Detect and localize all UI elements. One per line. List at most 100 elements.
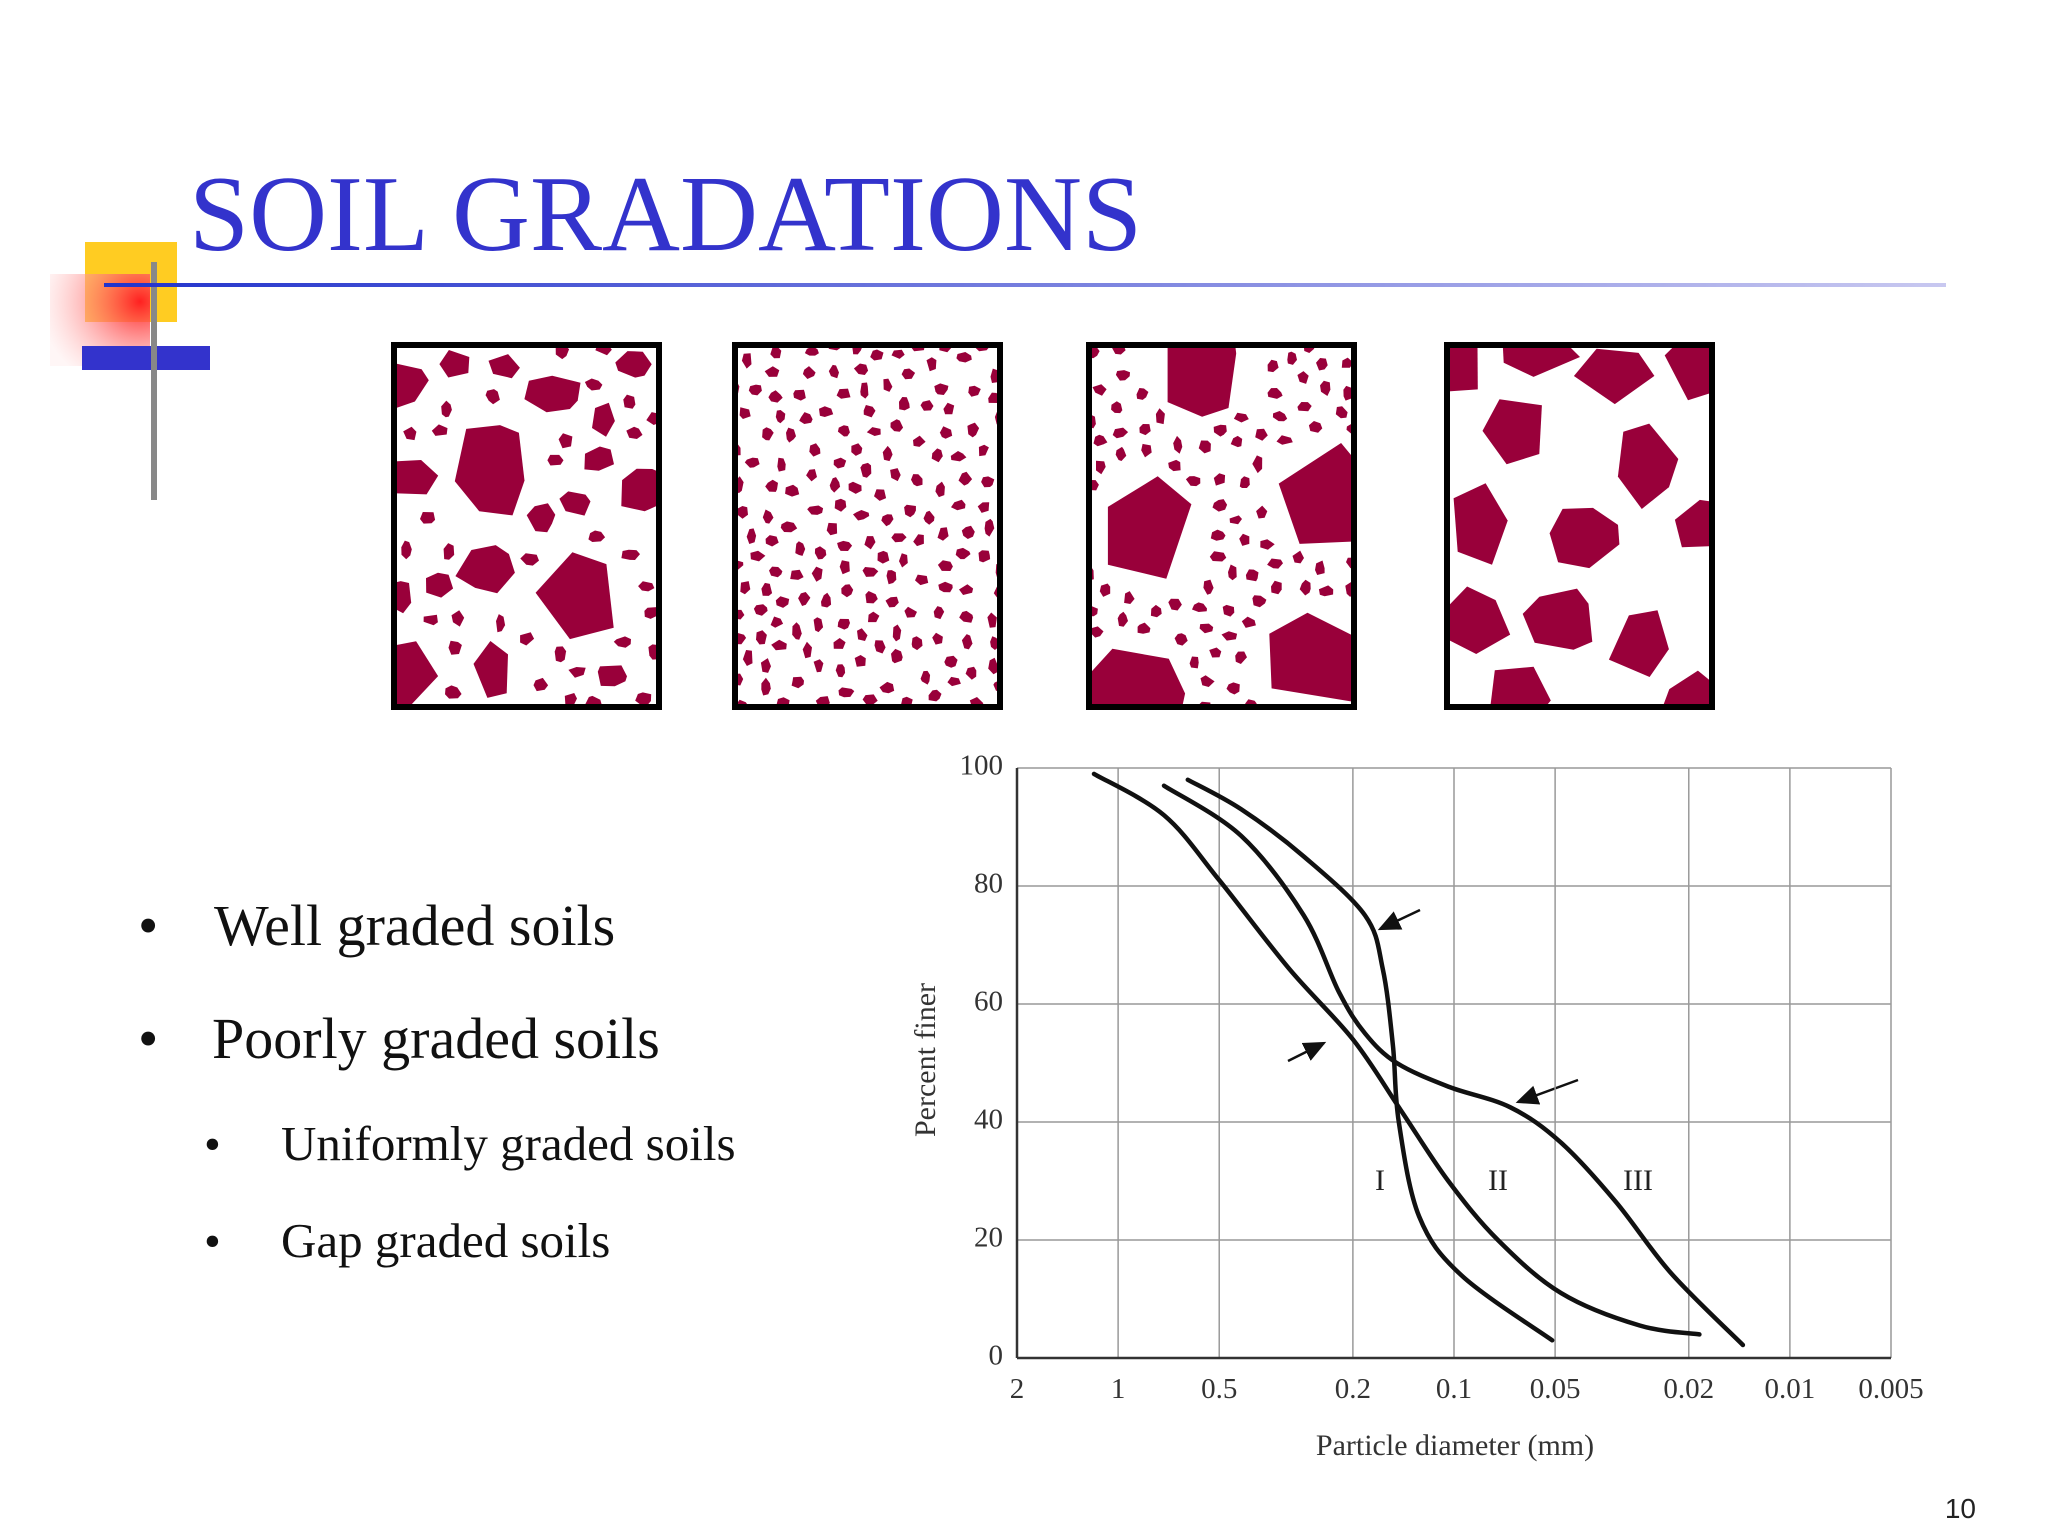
soil-particle [1617,423,1679,509]
soil-particle [968,385,981,397]
x-tick-label: 0.1 [1436,1373,1472,1405]
soil-particle [988,657,998,675]
soil-particle [1226,682,1240,695]
soil-particle [977,502,990,513]
soil-particle [932,632,943,645]
soil-particle [848,481,862,494]
soil-particle [1573,348,1655,405]
slide-title: SOIL GRADATIONS [189,155,1142,274]
soil-particle [445,685,462,699]
y-tick-label: 20 [974,1222,1003,1254]
soil-particle [837,425,850,437]
soil-particle [423,614,438,626]
soil-particle [770,616,784,628]
soil-particle [901,368,916,380]
soil-particle [937,527,949,541]
soil-particle [394,363,429,409]
soil-bg [394,345,659,707]
soil-particle [1228,564,1237,581]
soil-particle [939,426,953,439]
soil-particle [799,412,813,424]
soil-particle [431,424,448,436]
soil-particle [1278,443,1354,544]
soil-particle [967,422,980,438]
soil-particle [1490,666,1551,707]
soil-particle [807,505,824,515]
soil-particle [1318,585,1334,597]
soil-particle [394,641,439,707]
soil-particle [768,390,783,403]
soil-particle [1230,435,1243,448]
soil-sample [1447,345,1712,707]
soil-particle [746,528,757,544]
soil-particle [761,677,771,696]
soil-particle [1174,633,1188,646]
soil-particle [1549,507,1620,569]
soil-particle [1245,569,1259,582]
soil-particle [555,345,570,360]
bullet-dot: • [204,1215,221,1268]
soil-particle [833,638,846,649]
soil-particle [1229,515,1242,525]
soil-particle [748,384,762,396]
soil-particle [597,665,627,687]
soil-particle [568,667,586,678]
soil-particle [1272,411,1288,422]
soil-particle [965,666,977,680]
soil-particle [520,632,535,646]
soil-particle [955,547,971,560]
arrow [1515,1078,1579,1105]
bullet-list: • Well graded soils • Poorly graded soil… [138,893,736,1268]
soil-particle [835,664,846,678]
soil-particle [613,636,631,648]
soil-particle [524,375,581,413]
soil-particle [928,689,942,702]
soil-particle [1260,539,1275,550]
soil-particle [984,518,995,537]
soil-particle [1136,388,1149,400]
soil-particle [775,596,790,608]
bullet: Poorly graded soils [212,1006,660,1071]
soil-particle [455,545,515,594]
soil-particle [1199,623,1214,634]
soil-particle [833,457,847,469]
soil-particle [1447,345,1478,392]
soil-particle [777,457,786,472]
arrow [1377,908,1421,931]
soil-particle [760,658,771,673]
soil-particle [795,541,806,556]
soil-sample [735,345,1000,707]
y-tick-label: 0 [989,1340,1004,1372]
soil-particle [741,353,752,369]
soil-particle [1297,402,1312,412]
soil-particle [958,471,973,486]
soil-particle [802,366,816,379]
soil-particle [1343,385,1353,401]
soil-particle [959,584,974,595]
soil-particle [764,366,780,377]
soil-particle [802,641,812,659]
soil-particle [956,352,972,363]
soil-particle [791,676,804,689]
soil-particle [821,592,832,608]
soil-particle [1267,558,1283,569]
bullet: Well graded soils [214,893,615,958]
soil-particle [770,346,782,359]
soil-particle [1198,440,1211,454]
deco-blue [82,346,210,370]
soil-particle [1276,435,1293,445]
y-tick-label: 100 [960,750,1004,782]
soil-particle [1453,483,1508,565]
soil-particle [1608,610,1669,677]
soil-particle [762,427,774,441]
soil-particle [547,454,564,466]
soil-particle [806,469,817,482]
soil-particle [839,560,850,575]
soil-particle [809,443,821,457]
soil-particle [526,503,556,533]
bullet-dot: • [138,1006,158,1071]
soil-particle [592,402,615,437]
soil-frame [1444,342,1715,710]
soil-frame [1086,342,1357,710]
